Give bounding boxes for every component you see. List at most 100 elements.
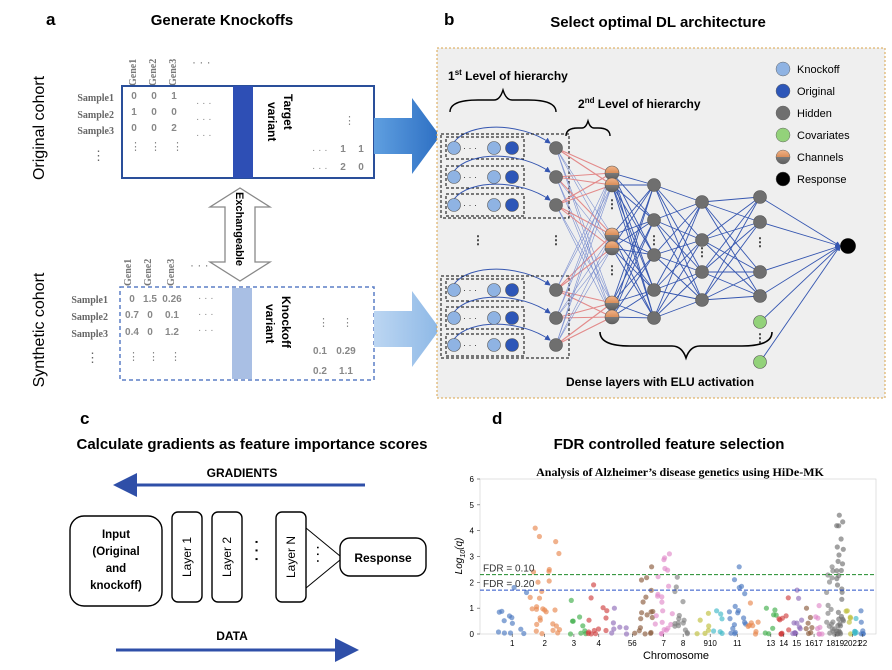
chart-point [586, 617, 592, 623]
network-edge [555, 172, 613, 178]
chart-point [578, 630, 584, 636]
chart-point [803, 626, 809, 632]
knockoff-variant-column [232, 288, 252, 379]
matrix-cell: 0 [129, 294, 135, 305]
chart-point [824, 619, 830, 625]
legend-label: Channels [797, 152, 844, 164]
chart-point [839, 589, 845, 595]
network-edge [653, 239, 703, 256]
network-edge [701, 196, 761, 241]
legend-label: Knockoff [797, 64, 841, 76]
x-tick-label: 11 [733, 639, 742, 648]
chart-point [642, 631, 648, 637]
matrix-ellipsis: · · · [198, 309, 214, 320]
original-node [505, 311, 519, 325]
matrix-ellipsis: ⋮ [318, 317, 329, 329]
chart-point [711, 628, 717, 634]
gene-header: Gene2 [148, 59, 159, 86]
network-edge [701, 221, 761, 273]
chart-point [777, 617, 783, 623]
vertical-ellipsis: ⋮ [754, 235, 766, 249]
matrix-cell: 1 [358, 144, 364, 155]
network-edge [555, 172, 613, 346]
chart-point [673, 584, 679, 590]
chart-point [799, 617, 805, 623]
chart-point [824, 589, 830, 596]
chart-point [741, 615, 747, 621]
chart-point [694, 631, 700, 637]
hidden-node [753, 265, 767, 279]
chart-point [819, 631, 825, 637]
chart-point [540, 606, 546, 612]
network-edge [555, 172, 613, 206]
network-edge [759, 196, 841, 247]
chart-point [529, 606, 535, 612]
matrix-cell: 0 [151, 91, 157, 102]
level2-brace [565, 118, 611, 137]
chart-point [536, 595, 543, 601]
matrix-ellipsis: · · · [198, 325, 214, 336]
synthetic-sample-labels: Sample1 Sample2 Sample3 ⋮ [71, 295, 108, 365]
network-edge [555, 172, 613, 319]
network-edge [701, 201, 761, 223]
chart-point [609, 630, 615, 636]
panel-b: b Select optimal DL architecture 1st Lev… [436, 10, 886, 399]
knockoff-node [487, 338, 501, 352]
network-edge [759, 245, 841, 323]
chart-point [771, 612, 777, 618]
level2-label: 2nd Level of hierarchy [578, 96, 701, 111]
network-edge [653, 271, 703, 291]
matrix-cell: 0.4 [125, 327, 139, 338]
chart-point [840, 519, 846, 525]
network-edge [555, 147, 613, 249]
chart-point [666, 583, 672, 589]
skip-connection [453, 268, 551, 286]
chart-point [794, 587, 800, 593]
network-edge [555, 176, 613, 249]
network-edge [611, 219, 655, 249]
chart-point [714, 608, 720, 614]
panel-a-letter: a [46, 10, 56, 29]
matrix-cell: 0 [131, 123, 137, 134]
gene-header: Gene1 [123, 259, 134, 286]
network-edge [611, 234, 655, 291]
synthetic-to-network-arrow [374, 291, 440, 367]
hidden-node [549, 338, 563, 352]
chart-point [839, 596, 845, 602]
original-cells: 0 0 1 1 0 0 0 0 2 1 1 2 0 · · · · · · · · · · · · · · · ⋮ ⋮… [130, 91, 364, 174]
matrix-cell: 1 [171, 91, 177, 102]
sample-label: Sample3 [77, 126, 114, 137]
legend-swatch [775, 171, 791, 187]
chart-point [577, 614, 583, 620]
chart-point [736, 564, 742, 570]
sample-label: Sample2 [77, 110, 114, 121]
network-edge [653, 219, 703, 241]
matrix-cell: 0.1 [313, 346, 327, 357]
y-tick-label: 3 [470, 553, 475, 562]
x-tick-label: 56 [628, 639, 637, 648]
chart-point [838, 567, 844, 574]
matrix-cell: 0 [151, 107, 157, 118]
layer-n-node [275, 511, 307, 603]
chart-point [843, 608, 849, 614]
chart-point [666, 551, 673, 557]
original-node [505, 170, 519, 184]
chart-point [815, 615, 821, 621]
chart-point [570, 618, 576, 624]
matrix-cell: 1 [131, 107, 137, 118]
x-tick-label: 13 [766, 639, 775, 648]
chart-point [509, 615, 515, 621]
chart-point [735, 610, 741, 616]
chart-point [617, 624, 623, 630]
network-edge [555, 204, 613, 249]
layer-n-ellipsis: · · · [311, 546, 323, 563]
x-tick-label: 4 [597, 639, 602, 648]
matrix-ellipsis: ⋮ [128, 351, 139, 363]
knockoff-node [447, 283, 461, 297]
chart-point [846, 619, 852, 625]
matrix-cell: 0 [358, 162, 364, 173]
chart-point [643, 594, 649, 600]
hidden-node [549, 283, 563, 297]
chart-point [550, 627, 556, 634]
chart-point [499, 608, 505, 614]
